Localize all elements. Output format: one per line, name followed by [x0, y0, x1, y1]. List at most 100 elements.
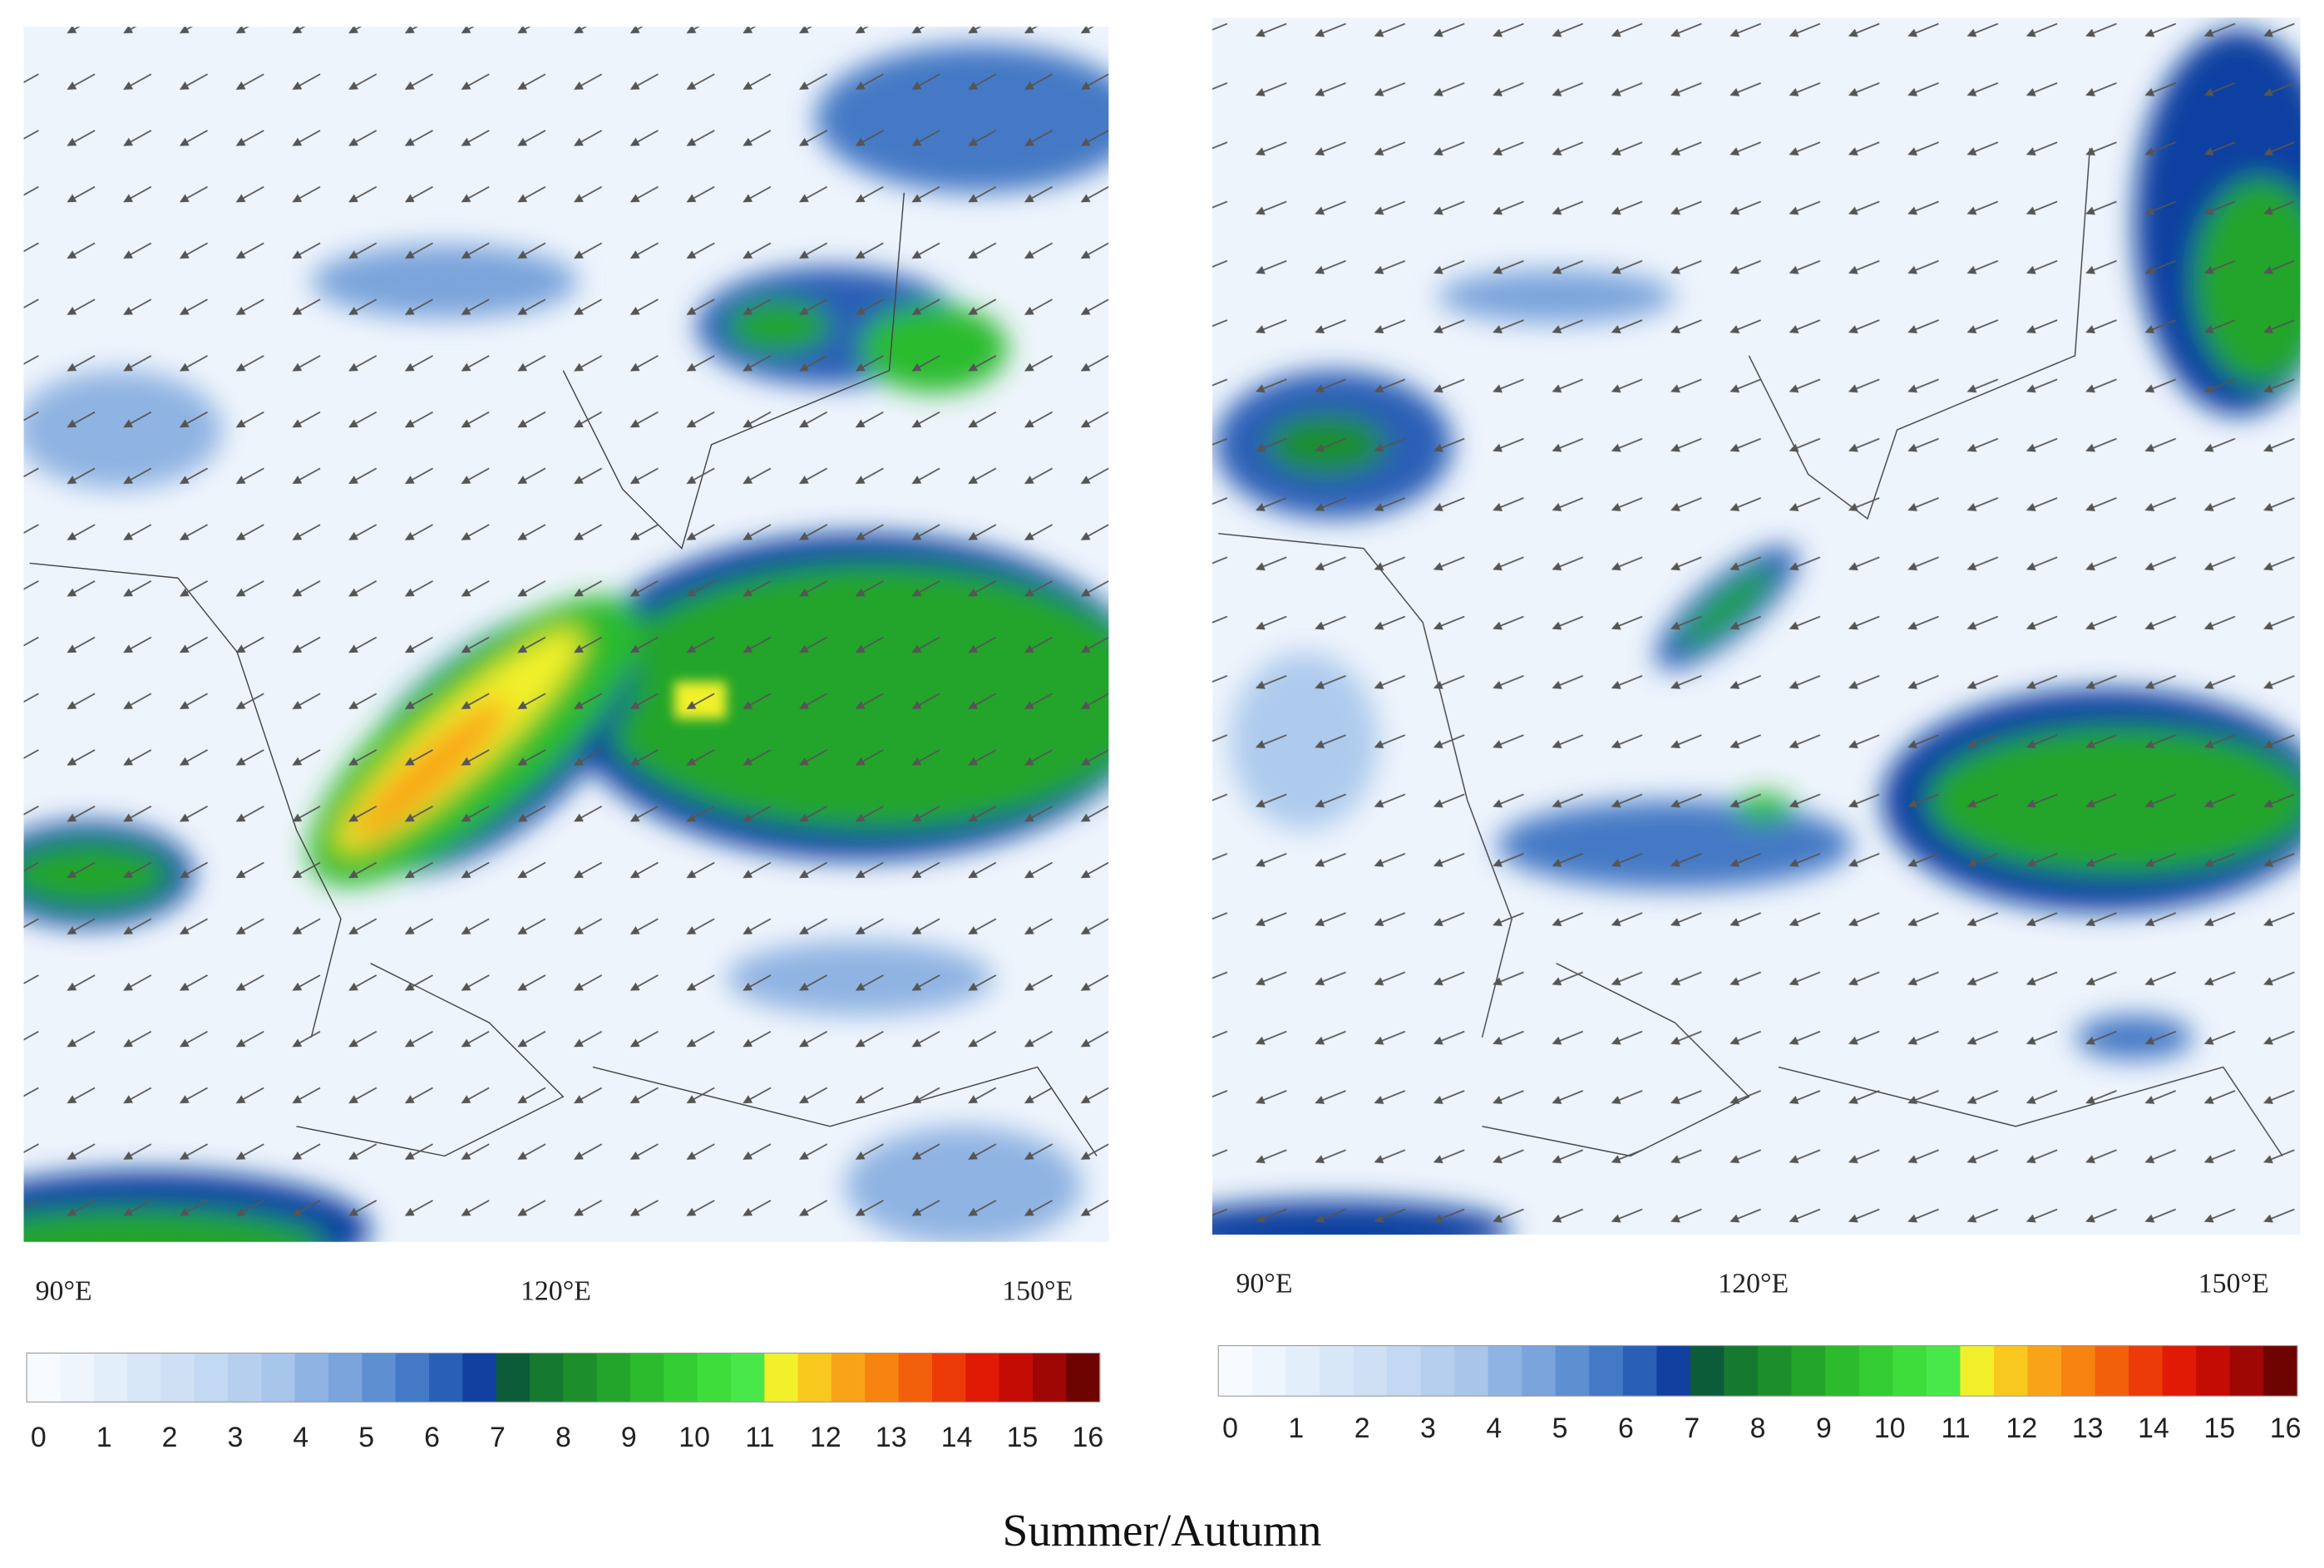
- colorbar-tick-label: 6: [1618, 1413, 1634, 1444]
- colorbar-segment: [1488, 1345, 1522, 1397]
- colorbar-segment: [496, 1353, 530, 1403]
- colorbar-tick-label: 3: [228, 1422, 244, 1453]
- colorbar-tick-label: 1: [96, 1422, 112, 1453]
- colorbar-tick-label: 10: [678, 1422, 710, 1453]
- colorbar-tick-label: 3: [1420, 1413, 1436, 1444]
- colorbar-segment: [462, 1353, 497, 1403]
- colorbar-segment: [1690, 1345, 1725, 1397]
- longitude-label: 150°E: [2198, 1268, 2269, 1299]
- colorbar-tick-label: 4: [1486, 1413, 1502, 1444]
- colorbar-segment: [1926, 1345, 1961, 1397]
- colorbar-tick-label: 9: [621, 1422, 637, 1453]
- colorbar-segment: [1066, 1353, 1101, 1403]
- colorbar-tick-label: 7: [1684, 1413, 1700, 1444]
- colorbar-segment: [1622, 1345, 1657, 1397]
- colorbar-segment: [1858, 1345, 1893, 1397]
- colorbar-segment: [1960, 1345, 1995, 1397]
- colorbar-frame: [26, 1352, 1101, 1403]
- caption: Summer/Autumn: [1003, 1505, 1322, 1556]
- colorbar-segment: [1656, 1345, 1691, 1397]
- colorbar-segment: [731, 1353, 765, 1403]
- colorbar-tick-label: 5: [1552, 1413, 1568, 1444]
- colorbar-tick-label: 12: [810, 1422, 841, 1453]
- colorbar-segment: [831, 1353, 866, 1403]
- colorbar-segment: [2095, 1345, 2129, 1397]
- colorbar-segment: [865, 1353, 900, 1403]
- colorbar-segment: [2162, 1345, 2197, 1397]
- longitude-label: 90°E: [1236, 1268, 1292, 1299]
- colorbar-segment: [2263, 1345, 2298, 1397]
- colorbar-tick-label: 2: [162, 1422, 178, 1453]
- colorbar-segment: [1724, 1345, 1759, 1397]
- colorbar-tick-label: 0: [1222, 1413, 1238, 1444]
- colorbar-tick-label: 4: [293, 1422, 308, 1453]
- colorbar-segment: [160, 1353, 195, 1403]
- map-left: [23, 27, 1109, 1242]
- colorbar-segment: [2129, 1345, 2164, 1397]
- colorbar-segment: [563, 1353, 598, 1403]
- colorbar-segment: [999, 1353, 1034, 1403]
- colorbar-segment: [931, 1353, 966, 1403]
- colorbar-segment: [530, 1353, 564, 1403]
- colorbar-segment: [1589, 1345, 1624, 1397]
- colorbar-tick-label: 14: [941, 1422, 973, 1453]
- colorbar-segment: [697, 1353, 732, 1403]
- colorbar-segment: [362, 1353, 397, 1403]
- colorbar-tick-label: 13: [876, 1422, 907, 1453]
- colorbar-segment: [596, 1353, 631, 1403]
- colorbar-tick-label: 12: [2006, 1413, 2038, 1444]
- colorbar-segment: [664, 1353, 698, 1403]
- colorbar-tick-label: 1: [1288, 1413, 1304, 1444]
- colorbar-tick-label: 15: [2203, 1413, 2235, 1444]
- colorbar-segment: [898, 1353, 933, 1403]
- colorbar-segment: [60, 1353, 95, 1403]
- colorbar-tick-label: 14: [2138, 1413, 2169, 1444]
- colorbar-segment: [27, 1353, 61, 1403]
- colorbar-tick-label: 16: [1073, 1422, 1104, 1453]
- colorbar-segment: [1892, 1345, 1927, 1397]
- map-right: [1212, 17, 2301, 1235]
- colorbar-segment: [294, 1353, 329, 1403]
- colorbar-segment: [395, 1353, 430, 1403]
- colorbar-tick-label: 6: [424, 1422, 440, 1453]
- longitude-label: 120°E: [1718, 1268, 1789, 1299]
- colorbar-segment: [2027, 1345, 2062, 1397]
- colorbar-segment: [1218, 1345, 1253, 1397]
- colorbar-frame: [1217, 1345, 2298, 1397]
- longitude-label: 90°E: [36, 1275, 92, 1306]
- colorbar-segment: [1555, 1345, 1590, 1397]
- colorbar-segment: [1032, 1353, 1067, 1403]
- colorbar-segment: [2196, 1345, 2231, 1397]
- colorbar-segment: [2229, 1345, 2264, 1397]
- colorbar-segment: [1993, 1345, 2029, 1397]
- colorbar-segment: [1386, 1345, 1422, 1397]
- colorbar-segment: [1420, 1345, 1455, 1397]
- colorbar-tick-label: 0: [31, 1422, 47, 1453]
- colorbar-segment: [764, 1353, 799, 1403]
- colorbar-segment: [2061, 1345, 2096, 1397]
- colorbar-segment: [1319, 1345, 1354, 1397]
- colorbar-segment: [1353, 1345, 1388, 1397]
- colorbar-tick-label: 7: [490, 1422, 506, 1453]
- colorbar-segment: [1454, 1345, 1489, 1397]
- colorbar-segment: [1522, 1345, 1557, 1397]
- colorbar-segment: [1758, 1345, 1793, 1397]
- colorbar-segment: [630, 1353, 664, 1403]
- colorbar-tick-label: 8: [555, 1422, 571, 1453]
- colorbar-tick-label: 13: [2072, 1413, 2104, 1444]
- colorbar-segment: [328, 1353, 363, 1403]
- colorbar-segment: [429, 1353, 463, 1403]
- colorbar-tick-label: 2: [1354, 1413, 1370, 1444]
- colorbar-tick-label: 10: [1874, 1413, 1906, 1444]
- colorbar-segment: [1285, 1345, 1320, 1397]
- longitude-label: 120°E: [521, 1275, 591, 1306]
- colorbar-segment: [1791, 1345, 1826, 1397]
- colorbar-segment: [228, 1353, 262, 1403]
- colorbar-segment: [127, 1353, 161, 1403]
- longitude-label: 150°E: [1002, 1275, 1073, 1306]
- colorbar-segment: [1825, 1345, 1860, 1397]
- colorbar-segment: [261, 1353, 296, 1403]
- colorbar-tick-label: 5: [358, 1422, 374, 1453]
- colorbar-tick-label: 11: [745, 1422, 774, 1453]
